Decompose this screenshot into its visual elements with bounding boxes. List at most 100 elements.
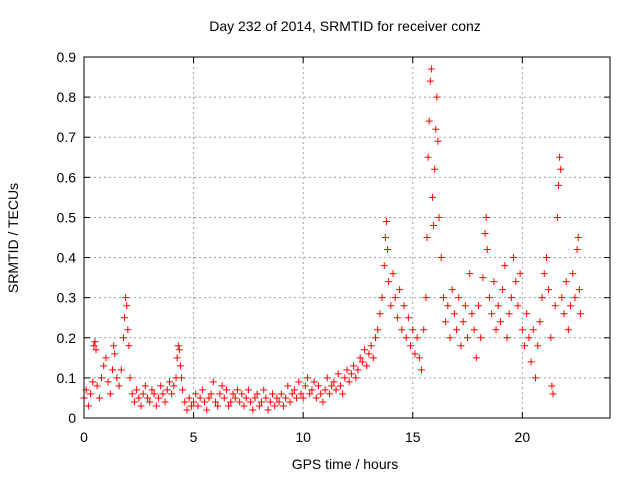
data-point xyxy=(398,326,406,334)
data-point xyxy=(205,394,213,402)
data-point xyxy=(385,278,393,286)
data-point xyxy=(536,318,544,326)
data-point xyxy=(343,366,351,374)
data-point xyxy=(382,217,390,225)
data-point xyxy=(549,390,557,398)
data-point xyxy=(207,390,215,398)
plot-frame xyxy=(83,56,611,419)
data-point xyxy=(185,394,193,402)
chart-title: Day 232 of 2014, SRMTID for receiver con… xyxy=(209,18,481,34)
data-point xyxy=(106,390,114,398)
data-point xyxy=(470,326,478,334)
data-point xyxy=(432,125,440,133)
data-point xyxy=(152,402,160,410)
data-point xyxy=(168,390,176,398)
data-point xyxy=(148,386,156,394)
data-point xyxy=(192,390,200,398)
data-point xyxy=(121,314,129,322)
data-point xyxy=(553,213,561,221)
data-point xyxy=(557,165,565,173)
data-point xyxy=(275,398,283,406)
data-point xyxy=(104,378,112,386)
data-point xyxy=(367,342,375,350)
data-point xyxy=(212,398,219,406)
data-point xyxy=(428,193,436,201)
data-point xyxy=(306,390,314,398)
data-point xyxy=(271,402,279,410)
data-point xyxy=(92,346,100,354)
data-point xyxy=(529,326,537,334)
data-point xyxy=(258,398,266,406)
data-point xyxy=(308,386,316,394)
data-point xyxy=(119,334,127,342)
data-point xyxy=(262,394,270,402)
data-point xyxy=(345,378,353,386)
data-point xyxy=(214,402,222,410)
data-point xyxy=(558,294,566,302)
data-point xyxy=(297,390,305,398)
data-point xyxy=(542,254,550,262)
y-tick-label: 0.9 xyxy=(57,49,77,65)
data-point xyxy=(427,65,435,73)
data-point xyxy=(361,346,369,354)
data-point xyxy=(457,342,465,350)
data-point xyxy=(266,398,274,406)
data-point xyxy=(203,406,211,414)
data-point xyxy=(422,294,430,302)
data-point xyxy=(290,386,298,394)
data-point xyxy=(358,358,366,366)
data-point xyxy=(84,402,92,410)
data-point xyxy=(247,398,255,406)
data-point xyxy=(231,394,239,402)
data-point xyxy=(175,346,183,354)
data-point xyxy=(201,398,209,406)
data-point xyxy=(574,234,582,241)
data-point xyxy=(518,326,526,334)
data-point xyxy=(220,394,228,402)
x-axis-label: GPS time / hours xyxy=(292,456,399,472)
data-point xyxy=(123,302,131,310)
data-point xyxy=(376,310,384,318)
data-point xyxy=(93,382,101,390)
y-tick-label: 0.8 xyxy=(57,89,77,105)
scatter-points xyxy=(80,65,584,414)
data-point xyxy=(174,342,182,350)
data-point xyxy=(393,314,401,322)
data-point xyxy=(179,386,187,394)
data-point xyxy=(407,342,415,350)
data-point xyxy=(494,302,502,310)
data-point xyxy=(554,181,562,189)
data-point xyxy=(477,334,485,342)
data-point xyxy=(540,270,548,278)
data-point xyxy=(341,374,349,382)
data-point xyxy=(190,398,198,406)
data-point xyxy=(384,246,392,254)
data-point xyxy=(576,310,584,318)
data-point xyxy=(433,93,441,101)
data-point xyxy=(242,394,250,402)
data-point xyxy=(547,334,555,342)
data-point xyxy=(507,294,515,302)
data-point xyxy=(560,310,568,318)
data-point xyxy=(365,350,373,358)
data-point xyxy=(521,342,529,350)
data-point xyxy=(130,398,138,406)
data-point xyxy=(323,374,331,382)
data-point xyxy=(545,286,553,294)
data-point xyxy=(227,398,235,406)
data-point xyxy=(525,334,533,342)
data-point xyxy=(144,394,152,402)
data-point xyxy=(459,318,467,326)
data-point xyxy=(464,334,472,342)
data-point xyxy=(126,374,134,382)
y-tick-label: 0.5 xyxy=(57,209,77,225)
data-point xyxy=(304,374,312,382)
data-point xyxy=(425,117,433,125)
data-point xyxy=(434,137,442,145)
axes: 0 0.1 0.2 0.3 0.4 0.5 0.6 0.7 0.8 0.9 0 5 10 15 20 xyxy=(57,49,610,445)
data-point xyxy=(286,398,294,406)
data-point xyxy=(295,378,303,386)
data-point xyxy=(198,386,206,394)
data-point xyxy=(380,262,388,270)
